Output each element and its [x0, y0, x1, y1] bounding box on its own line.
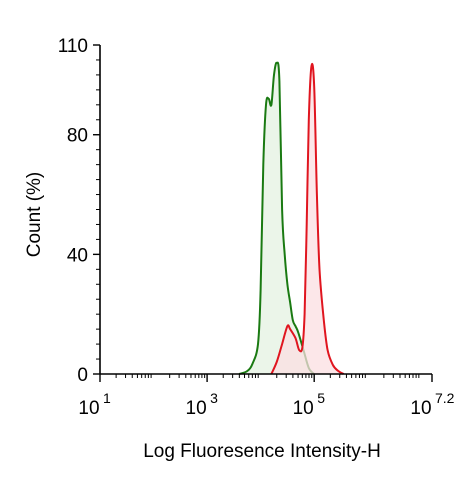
y-axis-label: Count (%) — [24, 172, 45, 258]
x-tick-exponent: 3 — [210, 390, 218, 406]
y-tick-label: 40 — [67, 245, 88, 266]
x-axis-label: Log Fluoresence Intensity-H — [143, 441, 381, 462]
series-2-line — [270, 62, 345, 375]
x-tick-label: 10 — [186, 398, 207, 419]
series-1-line — [238, 61, 315, 375]
y-tick-label: 80 — [67, 126, 88, 147]
series-layer — [238, 61, 345, 375]
x-tick-exponent: 1 — [103, 390, 111, 406]
x-tick-label: 10 — [78, 398, 99, 419]
x-tick-exponent: 5 — [317, 390, 325, 406]
x-tick-label: 10 — [410, 398, 431, 419]
x-tick-exponent: 7.2 — [435, 390, 455, 406]
x-tick-label: 10 — [293, 398, 314, 419]
y-tick-label: 110 — [58, 36, 88, 57]
y-tick-label: 0 — [77, 365, 88, 386]
series-1-area — [239, 62, 315, 375]
